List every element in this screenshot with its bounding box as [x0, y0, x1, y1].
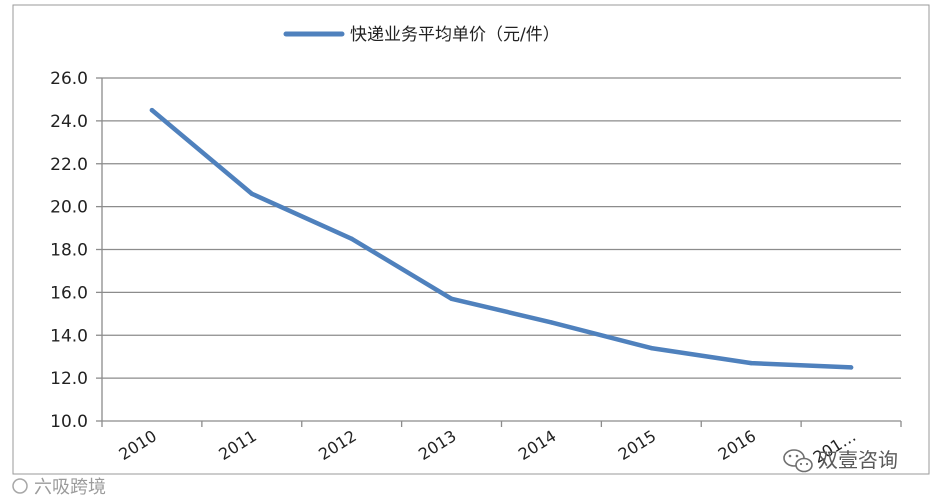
y-tick-label: 16.0 — [50, 283, 88, 303]
data-point — [349, 236, 354, 241]
legend-label: 快递业务平均单价（元/件） — [350, 25, 560, 45]
data-point — [449, 296, 454, 302]
y-tick-label: 18.0 — [50, 241, 88, 261]
series-line — [149, 107, 854, 370]
y-tick-label: 12.0 — [50, 369, 88, 389]
watermark-left-icon — [12, 478, 28, 494]
y-tick-label: 10.0 — [50, 412, 88, 432]
data-point — [848, 365, 854, 370]
legend: 快递业务平均单价（元/件） — [283, 25, 560, 45]
y-tick-label: 20.0 — [50, 198, 88, 218]
watermark-left: 六吸跨境 — [12, 477, 106, 498]
data-point — [549, 320, 554, 325]
watermark-right-text: 双壹咨询 — [818, 448, 898, 472]
watermark-left-text: 六吸跨境 — [34, 477, 106, 498]
chart-border — [12, 4, 930, 475]
y-tick-labels: 10.0 12.0 14.0 16.0 18.0 20.0 22.0 24.0 26.0 — [50, 69, 88, 432]
wechat-icon — [783, 449, 813, 473]
watermark-right: 双壹咨询 — [783, 448, 898, 473]
series-line-layer — [149, 107, 854, 370]
y-tick-label: 24.0 — [50, 112, 88, 132]
data-point — [748, 360, 754, 366]
y-tick-label: 22.0 — [50, 155, 88, 175]
gridlines — [102, 77, 901, 379]
data-point — [649, 345, 654, 351]
y-tick-label: 14.0 — [50, 326, 88, 346]
data-point — [249, 191, 255, 196]
y-tick-label: 26.0 — [50, 69, 88, 89]
axes — [96, 77, 902, 427]
data-point — [149, 107, 155, 113]
